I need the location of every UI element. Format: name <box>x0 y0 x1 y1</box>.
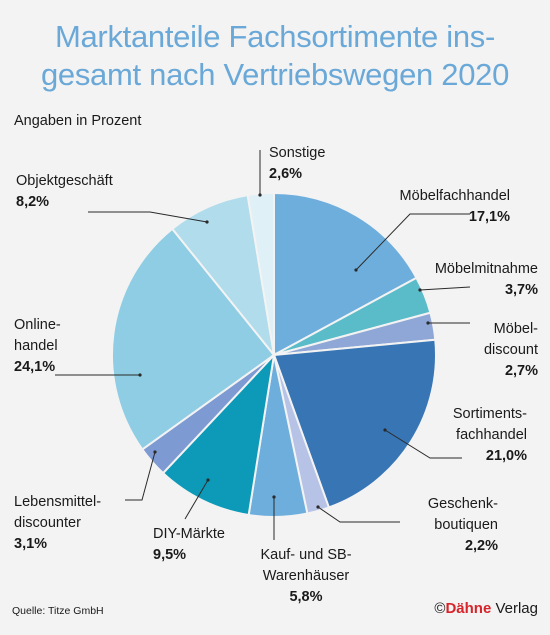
chart-title-line-2: gesamt nach Vertriebswegen 2020 <box>40 57 510 92</box>
leader-dot-11 <box>258 193 262 197</box>
leader-line-10 <box>88 211 208 223</box>
slice-name-4: fachhandel <box>456 427 527 443</box>
slice-label-3: Möbel-discount 2,7% <box>484 321 538 379</box>
slice-name-3: Möbel- <box>494 321 538 337</box>
slice-label-6: Kauf- und SB- Warenhäuser 5,8% <box>260 547 351 605</box>
pie-slice-9 <box>111 227 276 451</box>
slice-value-3: 2,7% <box>505 363 538 379</box>
publisher-logo: ©Dähne Verlag <box>434 600 538 617</box>
slice-name-6: Warenhäuser <box>263 568 350 584</box>
slice-name-3: discount <box>484 342 538 358</box>
slice-name-5: boutiquen <box>434 517 498 533</box>
leader-line-7 <box>184 479 209 520</box>
leader-dot-2 <box>418 288 422 292</box>
leader-dot-1 <box>354 268 358 272</box>
slice-name-8: Lebensmittel- <box>14 494 101 510</box>
slice-label-9: Online-handel 24,1% <box>14 317 61 375</box>
leader-line-8 <box>125 451 156 501</box>
slice-name-4: Sortiments- <box>453 406 527 422</box>
chart-subtitle: Angaben in Prozent <box>14 113 142 129</box>
slice-value-5: 2,2% <box>465 538 498 554</box>
leader-dot-4 <box>383 428 387 432</box>
slice-name-9: Online- <box>14 317 61 333</box>
copyright-sign: © <box>434 600 446 617</box>
leader-line-5 <box>317 506 400 523</box>
leader-line-1 <box>355 213 470 271</box>
pie-slices <box>111 191 437 518</box>
leader-dot-8 <box>153 450 157 454</box>
slice-label-5: Geschenk-boutiquen 2,2% <box>428 496 498 554</box>
slice-label-2: Möbelmitnahme 3,7% <box>435 261 538 298</box>
slice-name-1: Möbelfachhandel <box>400 188 510 204</box>
leader-dot-5 <box>316 505 320 509</box>
slice-label-4: Sortiments-fachhandel 21,0% <box>453 406 527 464</box>
slice-value-2: 3,7% <box>505 282 538 298</box>
slice-label-7: DIY-Märkte 9,5% <box>153 526 225 563</box>
slice-label-10: Objektgeschäft 8,2% <box>16 173 113 210</box>
slice-value-10: 8,2% <box>16 194 49 210</box>
slice-value-11: 2,6% <box>269 166 302 182</box>
slice-label-8: Lebensmittel-discounter 3,1% <box>14 494 101 552</box>
leader-dot-6 <box>272 495 276 499</box>
logo-brand: Dähne <box>445 600 492 617</box>
leader-line-4 <box>384 429 462 459</box>
slice-value-7: 9,5% <box>153 547 186 563</box>
pie-slice-1 <box>273 191 418 357</box>
slice-value-1: 17,1% <box>469 209 510 225</box>
slice-value-4: 21,0% <box>486 448 527 464</box>
slice-value-9: 24,1% <box>14 359 55 375</box>
pie-slice-11 <box>246 191 275 356</box>
slice-label-1: Möbelfachhandel 17,1% <box>400 188 511 225</box>
slice-value-8: 3,1% <box>14 536 47 552</box>
slice-label-11: Sonstige 2,6% <box>269 145 325 182</box>
leader-dot-10 <box>205 220 209 224</box>
slice-name-10: Objektgeschäft <box>16 173 113 189</box>
logo-suffix: Verlag <box>491 600 538 617</box>
chart-title: Marktanteile Fachsortimente ins- gesamt … <box>0 18 550 94</box>
slice-name-7: DIY-Märkte <box>153 526 225 542</box>
leader-dot-3 <box>426 321 430 325</box>
slice-name-2: Möbelmitnahme <box>435 261 538 277</box>
slice-name-9: handel <box>14 338 58 354</box>
leader-dot-9 <box>138 373 142 377</box>
slice-name-8: discounter <box>14 515 81 531</box>
slice-name-6: Kauf- und SB- <box>260 547 351 563</box>
chart-title-line-1: Marktanteile Fachsortimente ins- <box>54 19 496 54</box>
slice-name-11: Sonstige <box>269 145 325 161</box>
source-note: Quelle: Titze GmbH <box>12 605 104 617</box>
pie-slice-7 <box>161 351 276 517</box>
slice-value-6: 5,8% <box>289 589 322 605</box>
leader-line-2 <box>419 286 471 291</box>
slice-name-5: Geschenk- <box>428 496 498 512</box>
leader-dot-7 <box>206 478 210 482</box>
